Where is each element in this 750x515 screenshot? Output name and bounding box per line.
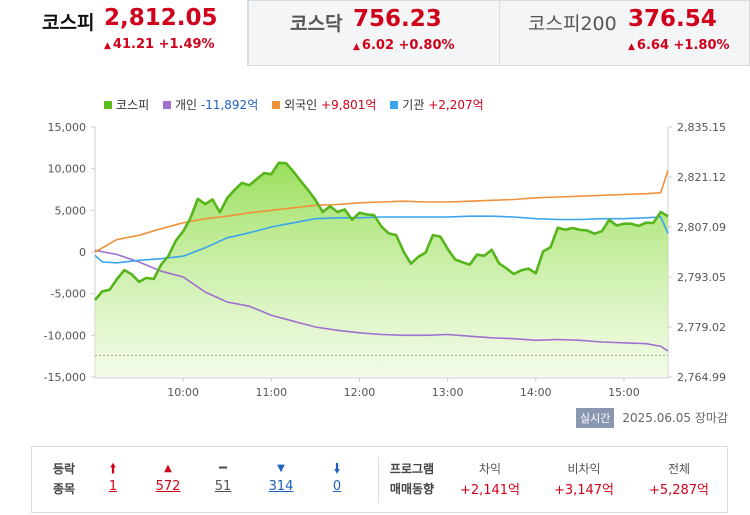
x-tick-label: 11:00 — [255, 386, 287, 399]
breadth-label-line1: 등락 — [52, 462, 76, 476]
tab-name: 코스닥 — [290, 13, 343, 35]
legend-value: -11,892억 — [200, 98, 259, 112]
market-date: 2025.06.05 장마감 — [622, 411, 728, 425]
left-tick-label: -10,000 — [44, 329, 86, 342]
up-limit-arrow-icon: 🠙 — [109, 461, 117, 477]
program-col-label: 차익 — [478, 462, 502, 476]
tab-name: 코스피 — [42, 12, 95, 34]
x-tick-label: 15:00 — [608, 386, 640, 399]
legend-swatch — [104, 101, 112, 109]
market-summary-panel: 등락 종목 🠙 1 ▲ 572 ━ 51 ▼ 314 🠛 0 프로그램 매매동향… — [31, 446, 728, 513]
up-triangle-icon: ▲ — [353, 42, 360, 52]
left-tick-label: 15,000 — [48, 121, 87, 134]
breadth-count[interactable]: 314 — [268, 479, 294, 494]
program-label-line1: 프로그램 — [389, 462, 435, 476]
breadth-count[interactable]: 51 — [214, 479, 232, 494]
panel-divider — [378, 457, 379, 503]
legend-swatch — [272, 101, 281, 109]
breadth-item-upper-limit: 🠙 1 — [98, 459, 128, 494]
tab-change-text: 6.02 +0.80% — [361, 38, 455, 53]
kospi-line — [94, 161, 669, 301]
legend-kospi[interactable]: 코스피 — [104, 96, 149, 113]
program-label-line2: 매매동향 — [389, 482, 435, 496]
breadth-label-line2: 종목 — [52, 482, 76, 496]
program-total: 전체 +5,287억 — [637, 459, 721, 498]
realtime-badge[interactable]: 실시간 — [575, 408, 615, 428]
legend-swatch — [162, 101, 171, 109]
legend-swatch — [390, 101, 399, 109]
right-tick-label: 2,835.15 — [677, 121, 726, 134]
right-tick-label: 2,821.12 — [677, 171, 726, 184]
breadth-label: 등락 종목 — [42, 459, 86, 499]
program-arbitrage: 차익 +2,141억 — [450, 459, 530, 498]
flat-dash-icon: ━ — [219, 461, 227, 476]
up-triangle-icon: ▲ — [164, 463, 172, 474]
x-tick-label: 13:00 — [432, 386, 464, 399]
tab-value: 376.54 — [628, 6, 717, 32]
down-limit-arrow-icon: 🠛 — [333, 461, 341, 477]
series-line-2 — [94, 170, 669, 253]
tab-kospi[interactable]: 코스피 2,812.05 ▲ 41.21 +1.49% — [0, 0, 248, 66]
tab-change-text: 6.64 +1.80% — [636, 38, 730, 53]
kospi-area — [95, 162, 668, 377]
breadth-item-down: ▼ 314 — [263, 459, 299, 494]
tab-change: ▲ 6.02 +0.80% — [353, 38, 455, 53]
legend-individual[interactable]: 개인 -11,892억 — [162, 96, 259, 113]
program-col-label: 전체 — [667, 462, 691, 476]
legend-institution[interactable]: 기관 +2,207억 — [390, 96, 484, 113]
right-tick-label: 2,793.05 — [677, 271, 726, 284]
program-col-value: +2,141억 — [459, 483, 521, 498]
program-non-arbitrage: 비차익 +3,147억 — [544, 459, 624, 498]
tab-change: ▲ 41.21 +1.49% — [104, 37, 215, 52]
tab-value: 756.23 — [353, 6, 442, 32]
tab-value: 2,812.05 — [104, 5, 218, 31]
status-bar: 실시간 2025.06.05 장마감 — [575, 408, 728, 428]
right-tick-label: 2,764.99 — [677, 371, 726, 384]
program-col-label: 비차익 — [567, 462, 601, 476]
legend-label: 개인 — [174, 98, 198, 112]
breadth-item-up: ▲ 572 — [150, 459, 186, 494]
index-tabs: 코스피 2,812.05 ▲ 41.21 +1.49% 코스닥 756.23 ▲ 6… — [0, 0, 750, 66]
x-tick-label: 12:00 — [344, 386, 376, 399]
program-label: 프로그램 매매동향 — [383, 459, 441, 499]
tab-name: 코스피200 — [528, 13, 617, 35]
breadth-count[interactable]: 0 — [332, 479, 342, 494]
legend-label: 외국인 — [284, 98, 318, 112]
tab-change: ▲ 6.64 +1.80% — [628, 38, 730, 53]
up-triangle-icon: ▲ — [628, 42, 635, 52]
legend-label: 코스피 — [116, 98, 150, 112]
right-tick-label: 2,807.09 — [677, 221, 726, 234]
x-tick-label: 10:00 — [167, 386, 199, 399]
down-triangle-icon: ▼ — [277, 463, 285, 474]
series-line-1 — [94, 249, 669, 352]
x-tick-label: 14:00 — [520, 386, 552, 399]
legend-label: 기관 — [402, 98, 425, 112]
intraday-chart: 15,000 10,000 5,000 0 -5,000 -10,000 -15,000 2,… — [44, 121, 726, 399]
program-col-value: +3,147억 — [553, 483, 615, 498]
breadth-count[interactable]: 1 — [108, 479, 118, 494]
legend-value: +9,801억 — [321, 98, 377, 112]
series-line-3 — [94, 215, 669, 264]
tab-kosdaq[interactable]: 코스닥 756.23 ▲ 6.02 +0.80% — [248, 0, 500, 66]
up-triangle-icon: ▲ — [104, 41, 111, 51]
breadth-item-flat: ━ 51 — [208, 459, 238, 494]
legend-foreign[interactable]: 외국인 +9,801억 — [272, 96, 376, 113]
tab-kospi200[interactable]: 코스피200 376.54 ▲ 6.64 +1.80% — [499, 0, 750, 66]
right-tick-label: 2,779.02 — [677, 321, 726, 334]
legend-value: +2,207억 — [428, 98, 484, 112]
left-tick-label: 0 — [79, 246, 86, 259]
breadth-count[interactable]: 572 — [155, 479, 181, 494]
chart-legend: 코스피 개인 -11,892억 외국인 +9,801억 기관 +2,207억 — [104, 96, 494, 113]
breadth-item-lower-limit: 🠛 0 — [322, 459, 352, 494]
left-tick-label: 5,000 — [55, 204, 87, 217]
tab-change-text: 41.21 +1.49% — [112, 37, 215, 52]
program-col-value: +5,287억 — [648, 483, 710, 498]
left-tick-label: -5,000 — [51, 288, 86, 301]
left-tick-label: 10,000 — [48, 163, 87, 176]
left-tick-label: -15,000 — [44, 371, 86, 384]
